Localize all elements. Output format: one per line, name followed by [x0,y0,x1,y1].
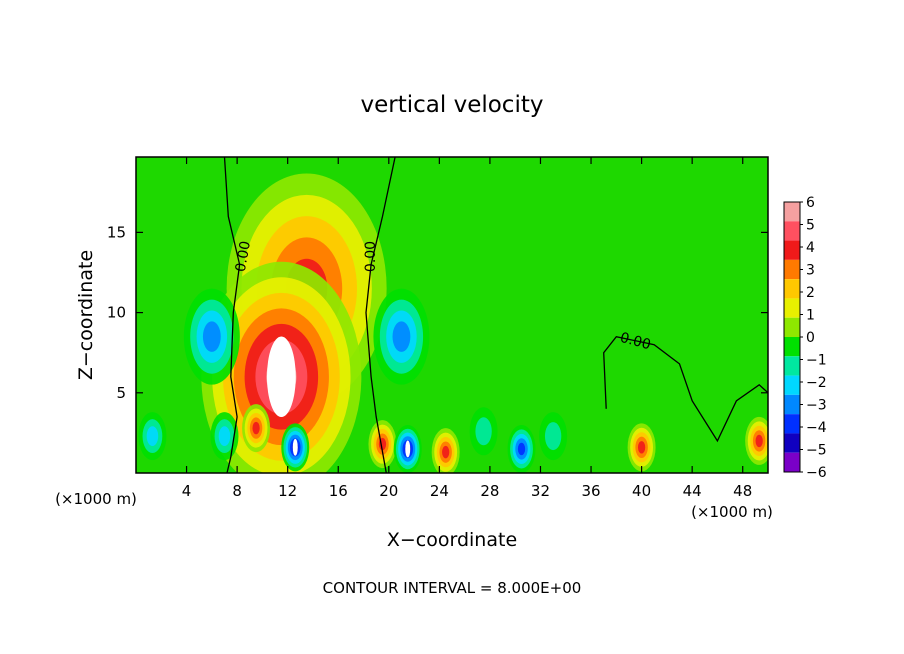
zero-contour-label-3: 0.00 [618,330,652,354]
colorbar-swatch [784,317,800,337]
zero-contour-label-1: 0.00 [233,240,254,273]
y-tick-label: 15 [107,223,126,241]
colorbar-label: 3 [806,263,815,279]
chart-title: vertical velocity [361,92,544,118]
feature-band [252,421,260,435]
field-feature-12 [745,416,768,465]
field-feature-3 [183,288,240,385]
colorbar-swatch [784,337,800,357]
colorbar-label: 1 [806,308,815,324]
x-tick-label: 36 [581,482,600,500]
x-axis-ticks: 4 8 12 16 20 24 28 32 36 40 44 48 [182,157,752,500]
field-feature-7 [368,420,397,469]
colorbar-label: 4 [806,240,815,256]
colorbar-label: −4 [806,420,827,436]
colorbar-swatch [784,375,800,395]
field-feature-11 [627,423,656,472]
colorbar-swatch [784,356,800,376]
feature-band [544,422,562,451]
feature-band [442,445,450,459]
colorbar-swatch [784,259,800,280]
field-feature-13 [138,412,167,461]
colorbar-label: −5 [806,443,827,459]
feature-band [517,442,526,456]
field-feature-9 [431,428,460,473]
x-tick-label: 48 [733,482,752,500]
x-tick-label: 32 [531,482,550,500]
x-tick-label: 40 [632,482,651,500]
feature-core [292,438,298,456]
colorbar-swatch [784,414,800,434]
x-tick-label: 4 [182,482,192,500]
x-tick-label: 28 [480,482,499,500]
field-feature-10 [507,424,536,473]
colorbar-label: −3 [806,398,827,414]
zero-contour-line-3 [603,335,768,443]
colorbar-label: −1 [806,353,827,369]
contour-interval-footer: CONTOUR INTERVAL = 8.000E+00 [323,579,582,597]
feature-core [266,336,296,418]
feature-band [392,321,411,352]
colorbar-swatch [784,298,800,318]
zero-contour-line-1 [223,157,241,473]
field-feature-15 [469,407,498,456]
feature-band [755,434,763,448]
plot-area: 0.00 0.000.00 4 8 12 16 20 24 28 32 36 40 44 48 5101… [107,156,769,500]
field-feature-16 [539,412,568,461]
x-tick-label: 20 [379,482,398,500]
colorbar-swatch [784,394,800,415]
colorbar-swatch [784,202,800,222]
feature-band [202,321,221,352]
colorbar: 6 5 4 3 2 1 0 −1 −2 −3 −4 −5 −6 [783,195,827,481]
field-feature-4 [373,288,430,385]
zero-contour-line-2 [365,157,396,473]
zero-contour-label-2: 0.00 [363,241,379,272]
colorbar-label: 5 [806,218,815,234]
colorbar-label: 0 [806,330,815,346]
velocity-field [138,173,768,473]
feature-band [475,417,492,446]
feature-band [218,426,231,446]
colorbar-swatch [784,433,800,453]
colorbar-label: −6 [806,465,827,481]
colorbar-label: 2 [806,285,815,301]
field-feature-6 [281,423,310,472]
y-axis-label: Z−coordinate [75,250,97,380]
zero-contours [223,157,768,473]
zero-contour-labels: 0.00 0.00 0.00 [233,240,653,353]
feature-band [146,426,159,446]
x-axis-label: X−coordinate [387,529,517,551]
x-unit-left: (×1000 m) [55,490,137,508]
x-tick-label: 24 [430,482,449,500]
colorbar-swatch [784,279,800,299]
colorbar-label: 6 [806,195,815,211]
colorbar-swatch [784,452,800,472]
x-tick-label: 8 [232,482,242,500]
feature-band [637,441,646,454]
field-feature-14 [210,412,239,461]
x-tick-label: 12 [278,482,297,500]
field-feature-8 [393,424,422,473]
colorbar-swatch [784,240,800,260]
field-feature-5 [242,404,271,453]
x-unit-right: (×1000 m) [691,503,773,521]
y-axis-ticks: 5 10 15 [107,223,768,402]
x-tick-label: 44 [683,482,702,500]
y-tick-label: 10 [107,304,126,322]
feature-core [405,440,411,458]
y-tick-label: 5 [116,384,126,402]
x-tick-label: 16 [329,482,348,500]
colorbar-swatch [784,221,800,241]
colorbar-label: −2 [806,375,827,391]
plot-frame [135,156,769,474]
